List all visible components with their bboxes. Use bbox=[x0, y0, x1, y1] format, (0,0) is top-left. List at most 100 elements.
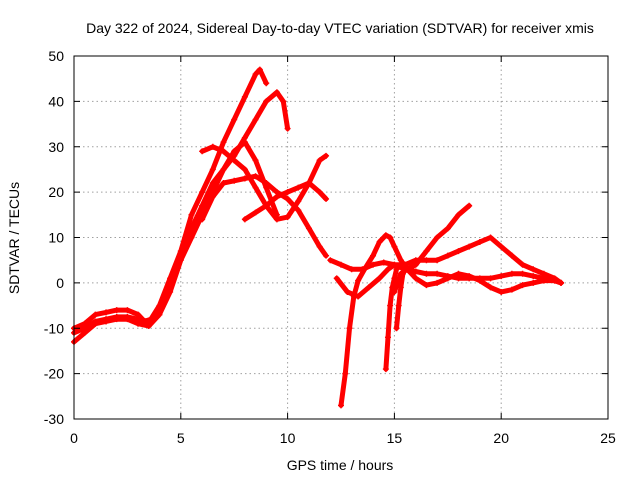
data-point bbox=[423, 270, 430, 277]
data-point bbox=[382, 232, 389, 239]
data-point bbox=[412, 275, 419, 282]
data-point bbox=[273, 89, 280, 96]
data-point bbox=[519, 282, 526, 289]
data-point bbox=[444, 225, 451, 232]
data-point bbox=[124, 316, 131, 323]
data-point bbox=[156, 311, 163, 318]
data-point bbox=[387, 234, 394, 241]
data-point bbox=[382, 366, 389, 373]
data-point bbox=[338, 261, 344, 268]
data-point bbox=[316, 189, 323, 196]
data-point bbox=[295, 198, 302, 205]
data-point bbox=[530, 273, 537, 280]
data-point bbox=[220, 139, 227, 146]
data-point bbox=[188, 211, 195, 218]
data-point bbox=[305, 225, 312, 232]
data-point bbox=[231, 177, 238, 184]
data-point bbox=[92, 311, 99, 318]
data-point bbox=[209, 166, 216, 173]
data-point bbox=[434, 257, 441, 264]
data-point bbox=[252, 157, 259, 164]
data-point bbox=[241, 216, 248, 223]
data-point bbox=[412, 257, 419, 264]
data-point bbox=[444, 252, 451, 259]
data-point bbox=[519, 261, 526, 268]
data-point bbox=[498, 243, 505, 250]
data-point bbox=[376, 275, 383, 282]
data-point bbox=[231, 116, 238, 123]
data-point bbox=[81, 329, 88, 336]
series-track-d bbox=[199, 173, 330, 259]
series-track-h bbox=[338, 202, 473, 409]
data-point bbox=[361, 266, 368, 273]
series-track-k bbox=[382, 266, 400, 373]
axis-ticks bbox=[73, 55, 609, 420]
data-point bbox=[252, 209, 259, 216]
data-point bbox=[393, 266, 400, 273]
data-point bbox=[551, 277, 558, 284]
data-point bbox=[498, 273, 505, 280]
y-tick-label: 50 bbox=[48, 48, 64, 64]
data-point bbox=[344, 288, 351, 295]
data-point bbox=[487, 275, 494, 282]
data-point bbox=[476, 239, 483, 246]
x-tick-label: 15 bbox=[387, 430, 403, 446]
data-point bbox=[376, 239, 383, 246]
data-point bbox=[323, 252, 330, 259]
data-point bbox=[342, 370, 349, 377]
y-tick-label: 10 bbox=[48, 230, 64, 246]
data-point bbox=[338, 402, 344, 409]
data-point bbox=[145, 322, 152, 329]
data-point bbox=[498, 288, 505, 295]
y-tick-label: -20 bbox=[44, 366, 64, 382]
data-point bbox=[327, 257, 334, 264]
data-point bbox=[199, 189, 206, 196]
data-series bbox=[71, 66, 565, 409]
data-point bbox=[434, 270, 441, 277]
y-tick-label: 40 bbox=[48, 93, 64, 109]
data-point bbox=[92, 320, 99, 327]
data-point bbox=[103, 318, 110, 325]
data-point bbox=[220, 180, 227, 187]
grid bbox=[74, 56, 608, 419]
data-point bbox=[466, 243, 473, 250]
data-point bbox=[316, 157, 323, 164]
data-point bbox=[387, 302, 394, 309]
data-point bbox=[508, 286, 515, 293]
data-point bbox=[284, 195, 291, 202]
x-tick-label: 20 bbox=[493, 430, 509, 446]
data-point bbox=[455, 270, 462, 277]
data-point bbox=[444, 275, 451, 282]
data-point bbox=[487, 284, 494, 291]
data-point bbox=[423, 282, 430, 289]
data-point bbox=[113, 307, 120, 314]
data-point bbox=[508, 270, 515, 277]
data-point bbox=[209, 193, 216, 200]
x-tick-label: 25 bbox=[600, 430, 616, 446]
data-point bbox=[263, 180, 270, 187]
series-track-l bbox=[393, 261, 409, 332]
data-point bbox=[188, 234, 195, 241]
data-point bbox=[113, 316, 120, 323]
data-point bbox=[220, 148, 227, 155]
data-point bbox=[530, 279, 537, 286]
chart-title: Day 322 of 2024, Sidereal Day-to-day VTE… bbox=[86, 20, 594, 36]
data-point bbox=[434, 234, 441, 241]
data-point bbox=[391, 275, 398, 282]
data-point bbox=[348, 266, 355, 273]
data-point bbox=[530, 266, 537, 273]
data-point bbox=[391, 243, 398, 250]
series-line-track-h bbox=[338, 203, 472, 408]
data-point bbox=[389, 284, 396, 291]
data-point bbox=[135, 320, 142, 327]
data-point bbox=[423, 248, 430, 255]
data-point bbox=[519, 270, 526, 277]
data-point bbox=[333, 275, 340, 282]
series-track-f bbox=[241, 180, 330, 223]
data-point bbox=[241, 139, 248, 146]
data-point bbox=[256, 66, 263, 73]
data-point bbox=[476, 277, 483, 284]
x-tick-label: 5 bbox=[177, 430, 185, 446]
data-point bbox=[466, 202, 473, 209]
data-point bbox=[220, 166, 227, 173]
